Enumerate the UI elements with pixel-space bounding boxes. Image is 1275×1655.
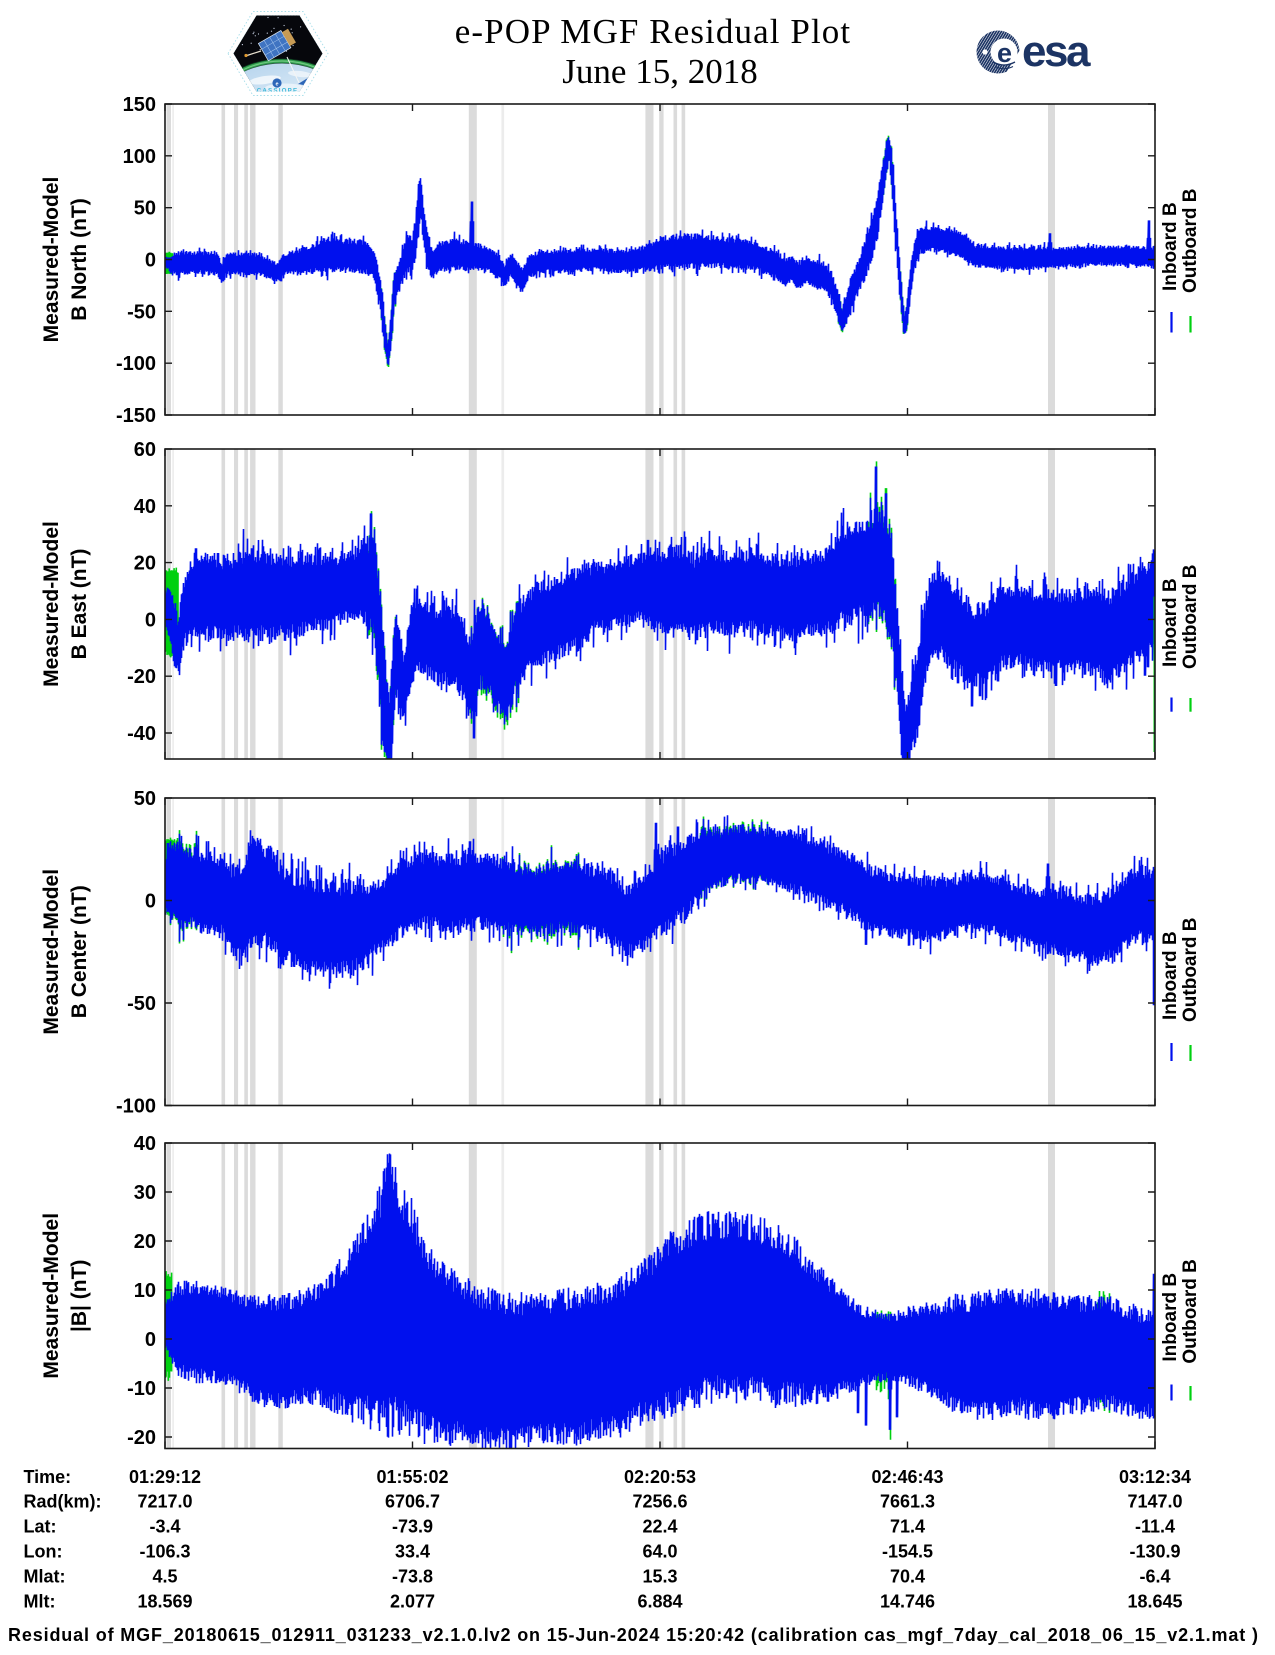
svg-text:Measured-Model: Measured-Model: [40, 869, 63, 1035]
svg-text:B North (nT): B North (nT): [68, 198, 91, 320]
svg-text:50: 50: [134, 788, 156, 810]
svg-text:20: 20: [134, 1231, 156, 1253]
svg-text:30: 30: [134, 1182, 156, 1204]
svg-text:70.4: 70.4: [890, 1567, 925, 1587]
svg-text:e-POP MGF Residual Plot: e-POP MGF Residual Plot: [455, 12, 851, 51]
svg-text:-11.4: -11.4: [1135, 1517, 1175, 1537]
svg-text:2.077: 2.077: [390, 1592, 435, 1612]
svg-text:150: 150: [123, 94, 156, 116]
svg-text:e: e: [275, 81, 278, 87]
svg-text:-73.9: -73.9: [392, 1517, 433, 1537]
svg-text:Rad(km):: Rad(km):: [24, 1492, 102, 1512]
svg-text:e: e: [997, 38, 1012, 68]
svg-text:50: 50: [134, 198, 156, 220]
svg-text:|B| (nT): |B| (nT): [68, 1260, 91, 1332]
svg-text:64.0: 64.0: [642, 1542, 677, 1562]
svg-text:100: 100: [123, 146, 156, 168]
svg-text:Lat:: Lat:: [24, 1517, 57, 1537]
svg-text:Outboard B: Outboard B: [1180, 189, 1201, 294]
svg-text:CASSIOPE: CASSIOPE: [257, 87, 299, 94]
svg-text:33.4: 33.4: [395, 1542, 430, 1562]
svg-text:Outboard B: Outboard B: [1180, 565, 1201, 670]
svg-text:-106.3: -106.3: [139, 1542, 190, 1562]
svg-text:15.3: 15.3: [642, 1567, 677, 1587]
svg-text:0: 0: [145, 609, 156, 631]
svg-text:Inboard B: Inboard B: [1160, 202, 1181, 291]
svg-text:22.4: 22.4: [642, 1517, 677, 1537]
svg-text:01:55:02: 01:55:02: [376, 1467, 448, 1487]
svg-text:Inboard B: Inboard B: [1160, 1273, 1181, 1362]
svg-text:Lon:: Lon:: [24, 1542, 63, 1562]
svg-text:-20: -20: [127, 1427, 156, 1449]
svg-text:Outboard B: Outboard B: [1180, 1259, 1201, 1364]
svg-text:40: 40: [134, 1133, 156, 1155]
svg-text:7661.3: 7661.3: [880, 1492, 935, 1512]
svg-text:-130.9: -130.9: [1129, 1542, 1180, 1562]
svg-text:0: 0: [145, 250, 156, 272]
svg-text:-20: -20: [127, 666, 156, 688]
svg-text:18.645: 18.645: [1127, 1592, 1182, 1612]
svg-text:-150: -150: [116, 405, 156, 427]
svg-text:7256.6: 7256.6: [632, 1492, 687, 1512]
svg-text:Mlt:: Mlt:: [24, 1592, 56, 1612]
svg-text:-154.5: -154.5: [882, 1542, 933, 1562]
svg-text:June 15, 2018: June 15, 2018: [562, 52, 757, 91]
svg-text:B Center (nT): B Center (nT): [68, 885, 91, 1018]
svg-text:Inboard B: Inboard B: [1160, 578, 1181, 667]
svg-text:-50: -50: [127, 993, 156, 1015]
svg-text:4.5: 4.5: [152, 1567, 177, 1587]
svg-text:Measured-Model: Measured-Model: [40, 177, 63, 343]
svg-text:10: 10: [134, 1280, 156, 1302]
svg-text:Residual of MGF_20180615_01291: Residual of MGF_20180615_012911_031233_v…: [8, 1625, 1258, 1645]
svg-text:Mlat:: Mlat:: [24, 1567, 66, 1587]
svg-text:Time:: Time:: [24, 1467, 72, 1487]
svg-text:71.4: 71.4: [890, 1517, 925, 1537]
svg-text:40: 40: [134, 496, 156, 518]
svg-text:20: 20: [134, 553, 156, 575]
svg-text:02:46:43: 02:46:43: [871, 1467, 943, 1487]
svg-text:03:12:34: 03:12:34: [1119, 1467, 1191, 1487]
svg-text:-100: -100: [116, 353, 156, 375]
svg-text:Inboard B: Inboard B: [1160, 931, 1181, 1020]
svg-text:18.569: 18.569: [137, 1592, 192, 1612]
svg-text:esa: esa: [1022, 27, 1091, 76]
svg-text:0: 0: [145, 891, 156, 913]
svg-text:0: 0: [145, 1329, 156, 1351]
svg-text:6706.7: 6706.7: [385, 1492, 440, 1512]
svg-text:02:20:53: 02:20:53: [624, 1467, 696, 1487]
svg-text:-100: -100: [116, 1096, 156, 1118]
svg-text:B East (nT): B East (nT): [68, 549, 91, 660]
svg-text:60: 60: [134, 439, 156, 461]
svg-text:-3.4: -3.4: [149, 1517, 180, 1537]
svg-text:7147.0: 7147.0: [1127, 1492, 1182, 1512]
svg-text:Outboard B: Outboard B: [1180, 918, 1201, 1023]
svg-text:-40: -40: [127, 723, 156, 745]
svg-text:01:29:12: 01:29:12: [129, 1467, 201, 1487]
svg-text:Measured-Model: Measured-Model: [40, 1213, 63, 1379]
svg-text:Measured-Model: Measured-Model: [40, 521, 63, 687]
svg-text:-6.4: -6.4: [1139, 1567, 1170, 1587]
svg-text:6.884: 6.884: [637, 1592, 682, 1612]
svg-text:-10: -10: [127, 1378, 156, 1400]
svg-text:-50: -50: [127, 301, 156, 323]
svg-text:7217.0: 7217.0: [137, 1492, 192, 1512]
svg-text:14.746: 14.746: [880, 1592, 935, 1612]
svg-text:-73.8: -73.8: [392, 1567, 433, 1587]
